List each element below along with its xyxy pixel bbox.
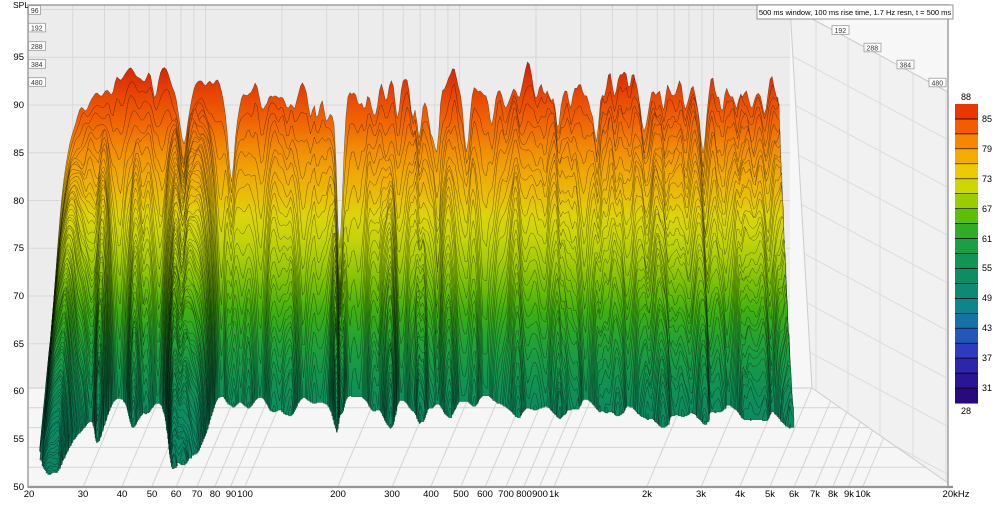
svg-text:288: 288	[31, 44, 43, 51]
svg-text:192: 192	[835, 28, 847, 35]
svg-text:7k: 7k	[810, 489, 820, 500]
svg-text:40: 40	[117, 489, 128, 500]
svg-text:600: 600	[477, 489, 493, 500]
svg-text:70: 70	[13, 291, 24, 302]
svg-text:28: 28	[961, 406, 971, 416]
svg-text:50: 50	[13, 482, 24, 493]
svg-text:79: 79	[982, 144, 992, 154]
svg-text:60: 60	[13, 386, 24, 397]
svg-text:192: 192	[31, 25, 43, 32]
svg-text:90: 90	[13, 100, 24, 111]
svg-text:2k: 2k	[642, 489, 652, 500]
svg-text:480: 480	[31, 80, 43, 87]
svg-text:70: 70	[192, 489, 203, 500]
svg-text:55: 55	[982, 263, 992, 273]
svg-text:73: 73	[982, 174, 992, 184]
svg-text:4k: 4k	[735, 489, 745, 500]
svg-text:37: 37	[982, 353, 992, 363]
svg-text:384: 384	[900, 62, 912, 69]
svg-text:500 ms window, 100 ms rise tim: 500 ms window, 100 ms rise time, 1.7 Hz …	[759, 8, 952, 17]
svg-text:75: 75	[13, 243, 24, 254]
svg-text:61: 61	[982, 234, 992, 244]
svg-text:65: 65	[13, 339, 24, 350]
svg-text:20: 20	[24, 489, 35, 500]
svg-text:900: 900	[532, 489, 548, 500]
svg-text:95: 95	[13, 52, 24, 63]
svg-text:30: 30	[78, 489, 89, 500]
svg-text:480: 480	[932, 80, 944, 87]
svg-text:60: 60	[171, 489, 182, 500]
svg-text:20kHz: 20kHz	[943, 489, 970, 500]
svg-text:31: 31	[982, 383, 992, 393]
svg-text:SPL: SPL	[13, 0, 29, 10]
svg-text:8k: 8k	[828, 489, 838, 500]
svg-text:10k: 10k	[855, 489, 871, 500]
svg-text:1k: 1k	[549, 489, 559, 500]
svg-text:5k: 5k	[765, 489, 775, 500]
svg-text:67: 67	[982, 204, 992, 214]
svg-text:85: 85	[982, 114, 992, 124]
svg-text:200: 200	[330, 489, 346, 500]
svg-text:55: 55	[13, 434, 24, 445]
svg-text:500: 500	[453, 489, 469, 500]
svg-text:800: 800	[516, 489, 532, 500]
svg-text:288: 288	[867, 45, 879, 52]
svg-text:80: 80	[13, 196, 24, 207]
svg-text:85: 85	[13, 148, 24, 159]
svg-text:3k: 3k	[696, 489, 706, 500]
svg-text:88: 88	[961, 92, 971, 102]
svg-text:50: 50	[147, 489, 158, 500]
svg-text:300: 300	[384, 489, 400, 500]
svg-text:100: 100	[237, 489, 253, 500]
svg-text:400: 400	[423, 489, 439, 500]
svg-text:49: 49	[982, 293, 992, 303]
svg-text:6k: 6k	[789, 489, 799, 500]
svg-text:700: 700	[498, 489, 514, 500]
svg-text:43: 43	[982, 323, 992, 333]
svg-text:80: 80	[210, 489, 221, 500]
svg-text:96: 96	[31, 8, 39, 15]
svg-text:90: 90	[226, 489, 237, 500]
svg-text:9k: 9k	[844, 489, 854, 500]
svg-text:384: 384	[31, 62, 43, 69]
